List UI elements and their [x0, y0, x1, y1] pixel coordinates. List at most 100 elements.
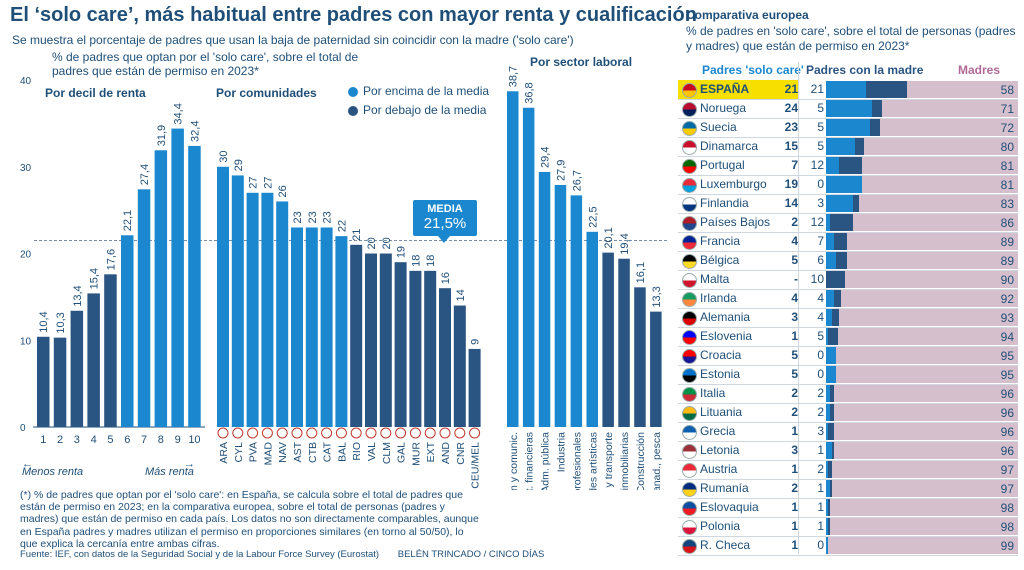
greece-flag-icon [682, 425, 697, 440]
eu-bar-solo [826, 309, 832, 326]
bar-comunidad-2 [246, 192, 259, 427]
panel-title-comunidades: Por comunidades [216, 86, 317, 100]
eu-con-value: 2 [817, 386, 824, 400]
eu-country-name: Irlanda [700, 291, 737, 305]
eu-row-separator [678, 326, 1018, 328]
eu-madres-value: 80 [1000, 140, 1014, 154]
category-label-comunidad: AST [292, 441, 304, 462]
eu-stacked-bar: 89 [826, 233, 1018, 250]
eu-madres-value: 89 [1000, 254, 1014, 268]
category-label-comunidad: CTB [307, 442, 319, 463]
eu-bar-solo [826, 423, 828, 440]
bar-decil-8 [171, 128, 184, 427]
eu-country-name: R. Checa [700, 538, 751, 552]
eu-bar-solo [826, 290, 834, 307]
eu-title: Comparativa europea [686, 8, 809, 22]
category-label-comunidad: MUR [410, 442, 422, 466]
eu-stacked-bar: 96 [826, 404, 1018, 421]
source-text: Fuente: IEF, con datos de la Seguridad S… [20, 549, 380, 560]
eu-row: Estonia 5 0 95 [678, 365, 1018, 384]
eu-madres-value: 81 [1000, 159, 1014, 173]
eu-stacked-bar: 97 [826, 480, 1018, 497]
eu-solo-value: 1 [791, 424, 798, 438]
eu-solo-value: 2 [791, 215, 798, 229]
eu-solo-value: 2 [791, 386, 798, 400]
footnote: (*) % de padres que optan por el 'solo c… [20, 489, 479, 550]
eu-madres-value: 95 [1000, 368, 1014, 382]
eu-stacked-bar: 89 [826, 252, 1018, 269]
eu-country-name: Grecia [700, 424, 736, 438]
eu-row-separator [678, 269, 1018, 271]
sweden-flag-icon [682, 121, 697, 136]
ireland-flag-icon [682, 292, 697, 307]
bar-comunidad-13 [409, 270, 422, 427]
data-label-comunidad: 26 [277, 185, 289, 197]
eu-con-value: 2 [817, 462, 824, 476]
eu-row-separator [678, 421, 1018, 423]
category-label-comunidad: EXT [425, 441, 437, 462]
bar-decil-3 [87, 293, 100, 427]
region-flag-icon [365, 427, 377, 439]
eu-madres-value: 90 [1000, 273, 1014, 287]
legend-swatch-below [348, 106, 358, 116]
spain-highlight [678, 80, 798, 99]
data-label-decil: 10,4 [38, 311, 50, 332]
eu-row-separator [678, 250, 1018, 252]
bar-sector-8 [634, 287, 646, 427]
eu-stacked-bar: 96 [826, 385, 1018, 402]
eu-solo-value: 7 [791, 158, 798, 172]
eu-row: Polonia 1 1 98 [678, 517, 1018, 536]
category-label-comunidad: RIO [351, 442, 363, 461]
eu-solo-value: 24 [784, 101, 798, 115]
eu-bar-con [835, 252, 848, 269]
data-label-sector: 16,1 [635, 262, 647, 283]
eu-row-separator [678, 535, 1018, 537]
data-label-comunidad: 21 [351, 229, 363, 241]
norway-flag-icon [682, 102, 697, 117]
eu-madres-value: 98 [1000, 501, 1014, 515]
panel-title-decil: Por decil de renta [45, 86, 146, 100]
region-flag-icon [276, 427, 288, 439]
eu-stacked-bar: 93 [826, 309, 1018, 326]
eu-country-name: Rumanía [700, 481, 749, 495]
eu-country-name: Italia [700, 386, 726, 400]
croatia-flag-icon [682, 349, 697, 364]
data-label-comunidad: 14 [455, 289, 467, 301]
data-label-comunidad: 22 [336, 220, 348, 232]
eu-con-value: 4 [817, 291, 824, 305]
eu-con-value: 21 [810, 82, 824, 96]
eu-row-separator [678, 497, 1018, 499]
eu-con-value: 5 [817, 120, 824, 134]
eu-bar-con [831, 309, 840, 326]
data-label-sector: 27,9 [555, 160, 567, 181]
eu-country-name: Letonia [700, 443, 740, 457]
bar-comunidad-9 [350, 244, 363, 427]
eu-row-separator [678, 440, 1018, 442]
category-label-comunidad: BAL [336, 442, 348, 462]
data-label-comunidad: 23 [307, 211, 319, 223]
eu-solo-value: 19 [784, 177, 798, 191]
data-label-decil: 17,6 [105, 249, 117, 270]
eu-con-value: 1 [817, 519, 824, 533]
eu-row: Bélgica 5 6 89 [678, 251, 1018, 270]
eu-stacked-bar: 58 [826, 81, 1018, 98]
estonia-flag-icon [682, 368, 697, 383]
eu-bar-solo [826, 499, 828, 516]
bar-sector-1 [522, 107, 535, 427]
data-label-sector: 13,3 [651, 286, 663, 307]
data-label-sector: 19,4 [619, 233, 631, 254]
data-label-comunidad: 20 [381, 237, 393, 249]
category-label-sector: Adm. pública [540, 432, 552, 490]
category-label-decil: 6 [124, 434, 130, 446]
legend-label-below: Por debajo de la media [363, 103, 487, 117]
eu-con-value: 0 [817, 538, 824, 552]
arrow-left-icon: ← [22, 458, 33, 470]
eu-row: Lituania 2 2 96 [678, 403, 1018, 422]
bar-sector-7 [618, 258, 630, 427]
eu-row: Portugal 7 12 81 [678, 156, 1018, 175]
eu-con-value: 12 [810, 215, 824, 229]
eu-solo-value: 5 [791, 367, 798, 381]
eu-bar-con [827, 461, 832, 478]
eu-stacked-bar: 90 [826, 271, 1018, 288]
eu-solo-value: 15 [784, 139, 798, 153]
